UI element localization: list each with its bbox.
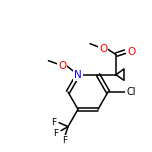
Text: F: F [62, 136, 67, 145]
Text: Cl: Cl [126, 87, 136, 97]
Text: O: O [58, 61, 67, 71]
Text: N: N [74, 70, 82, 80]
Text: O: O [127, 47, 135, 57]
Text: F: F [54, 129, 59, 138]
Text: F: F [51, 118, 57, 127]
Text: O: O [99, 44, 107, 54]
